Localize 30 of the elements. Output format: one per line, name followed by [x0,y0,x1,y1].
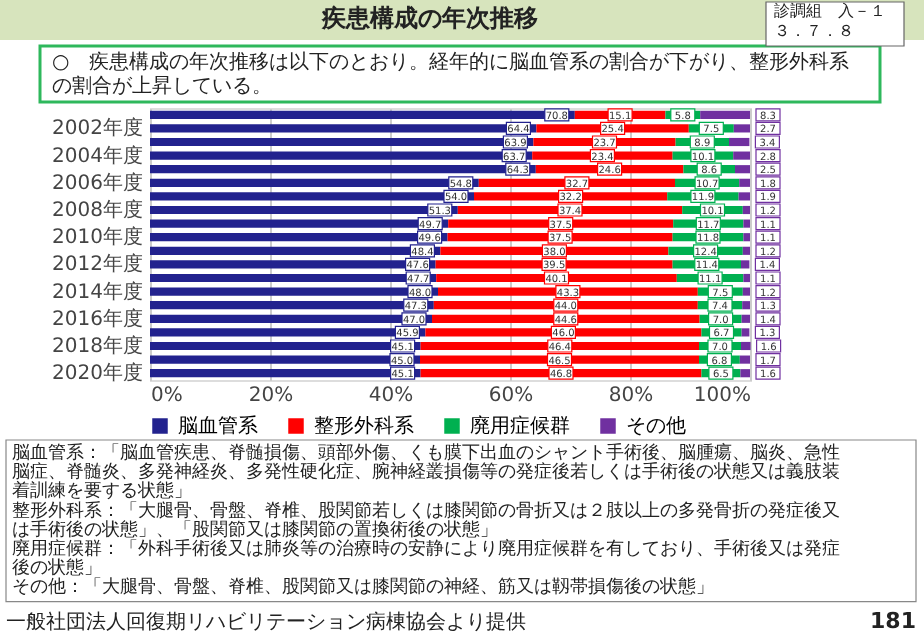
y-tick-label: 2002年度 [52,116,143,141]
y-tick-label: 2008年度 [52,198,143,222]
y-tick-label: 2020年度 [52,361,143,386]
legend-label: 整形外科系 [314,414,414,438]
x-tick-label: 60% [488,385,534,407]
y-tick-label: 2018年度 [52,334,143,358]
x-tick-label: 100% [693,385,751,407]
y-tick-label: 2006年度 [52,170,143,195]
legend-label: その他 [626,414,686,438]
chart-title: 疾患構成の年次推移 [320,4,538,32]
text: 整形外科系：「大腿骨、骨盤、脊椎、股関節若しくは膝関節の骨折又は２肢以上の多発骨折の発症後又は手術後の状態」、「股関節又は膝関節の置換術後の状態」 [12,499,840,541]
text: 廃用症候群：「外科手術後又は肺炎等の治療時の安静により廃用症候群を有しており、手術後又は発症後の状態」 [12,538,840,580]
legend-label: 脳血管系 [178,414,258,438]
text: 一般社団法人回復期リハビリテーション病棟協会より提供 [6,610,526,634]
text: 181 [870,608,916,634]
x-tick-label: 40% [368,385,414,407]
chart-subtitle: ○ 疾患構成の年次推移は以下のとおり。経年的に脳血管系の割合が下がり、整形外科系の割合が上昇している。 [52,50,850,98]
text: ３．７．８ [774,22,854,40]
x-tick-label: 80% [608,385,654,407]
x-tick-label: 20% [248,385,294,407]
y-tick-label: 2014年度 [52,279,143,304]
y-tick-label: 2016年度 [52,306,143,331]
y-tick-label: 2012年度 [52,252,143,277]
y-tick-label: 2004年度 [52,143,143,168]
text: 脳血管系：「脳血管疾患、脊髄損傷、頭部外傷、くも膜下出血のシャント手術後、脳腫瘍、脳炎、急性脳症、脊髄炎、多発神経炎、多発性硬化症、腕神経叢損傷等の発症後若しくは手術後の状態又は義肢装着訓練を要する状態」 [12,442,840,503]
text: 診調組 入－１ [774,2,886,20]
text: その他：「大腿骨、骨盤、脊椎、股関節又は膝関節の神経、筋又は靱帯損傷後の状態」 [12,576,714,599]
x-tick-label: 0% [151,385,183,407]
y-tick-label: 2010年度 [52,225,143,250]
legend-label: 廃用症候群 [470,414,570,438]
